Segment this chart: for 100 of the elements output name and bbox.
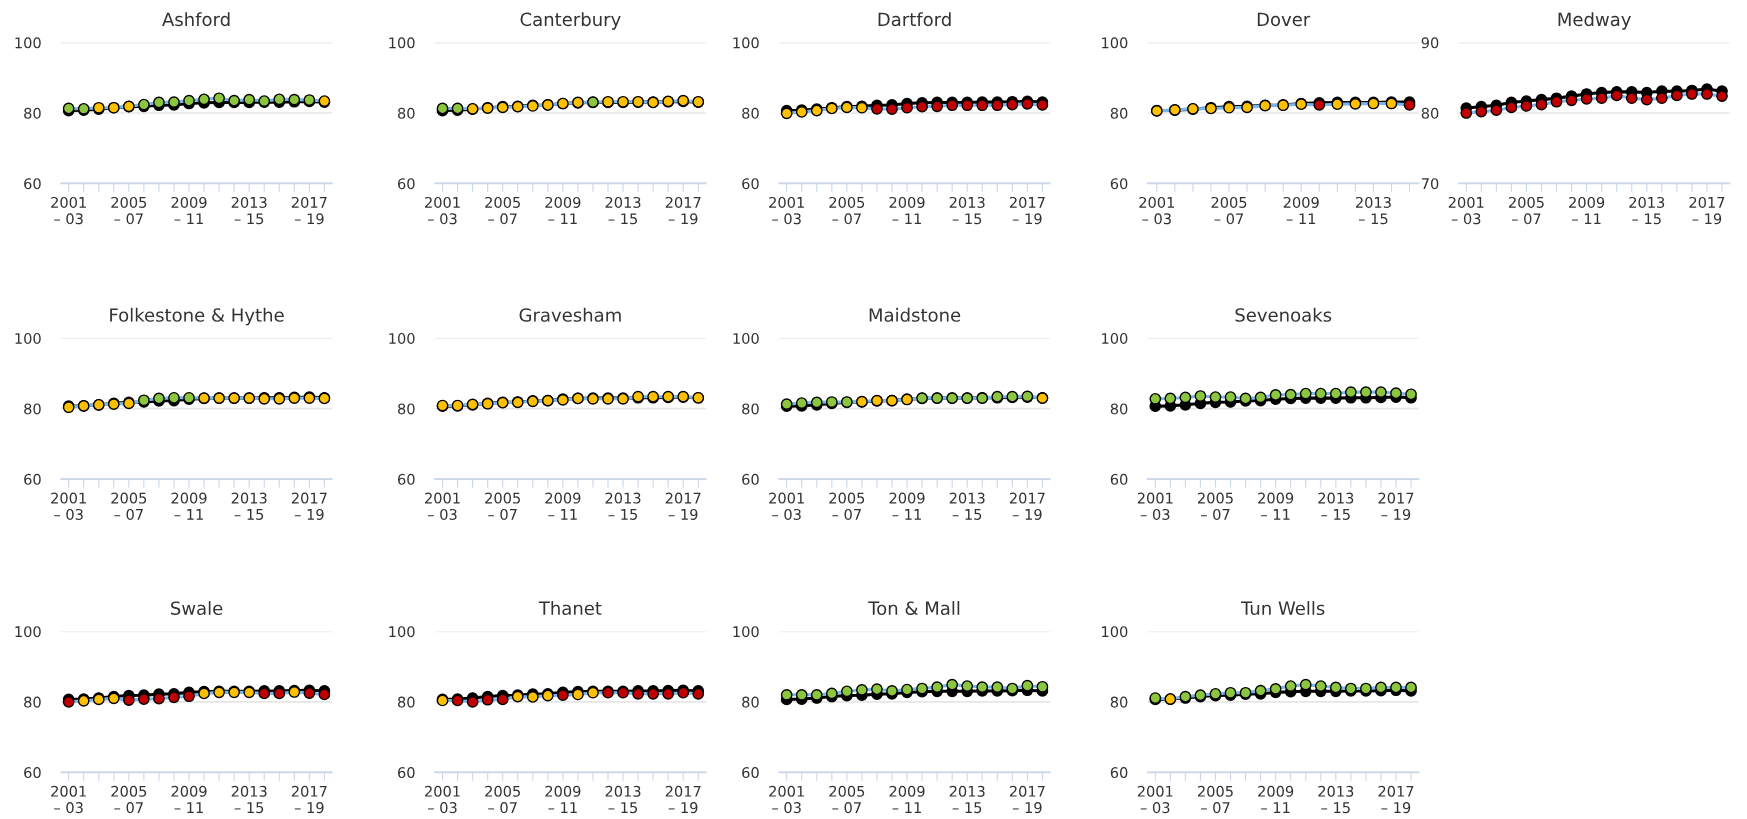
x-tick-label: 2013 – 15 xyxy=(949,492,985,520)
x-tick-label: 2005 – 07 xyxy=(1197,785,1233,814)
x-tick-label: 2013 – 15 xyxy=(1318,492,1354,520)
x-tick-label: 2013 – 15 xyxy=(1629,196,1665,225)
chart-title: Sevenoaks xyxy=(1235,307,1332,322)
chart-title: Dover xyxy=(1257,12,1311,27)
chart-title: Thanet xyxy=(538,601,602,616)
x-tick-label: 2001 – 03 xyxy=(51,492,86,520)
x-tick-label: 2017 – 19 xyxy=(1378,492,1414,520)
y-tick-label: 60 xyxy=(398,767,415,779)
x-tick-label: 2017 – 19 xyxy=(291,785,327,814)
x-tick-label: 2009 – 11 xyxy=(1569,196,1605,225)
y-tick-label: 100 xyxy=(1102,626,1128,638)
x-tick-label: 2009 – 11 xyxy=(1258,785,1294,813)
y-tick-label: 100 xyxy=(389,332,415,344)
x-tick-label: 2005 – 07 xyxy=(829,785,865,814)
x-tick-label: 2009 – 11 xyxy=(545,492,581,520)
x-tick-label: 2001 – 03 xyxy=(1137,785,1173,814)
x-tick-label: 2013 – 15 xyxy=(1318,785,1354,814)
x-tick-label: 2013 – 15 xyxy=(949,196,985,225)
x-tick-label: 2009 – 11 xyxy=(889,492,925,520)
x-tick-label: 2017 – 19 xyxy=(1009,196,1045,225)
x-tick-label: 2017 – 19 xyxy=(1378,785,1414,814)
x-tick-label: 2005 – 07 xyxy=(829,492,865,520)
x-tick-label: 2009 – 11 xyxy=(545,785,581,813)
x-tick-label: 2005 – 07 xyxy=(111,196,147,225)
x-tick-label: 2017 – 19 xyxy=(1689,196,1725,225)
y-tick-label: 100 xyxy=(389,626,415,638)
x-tick-label: 2013 – 15 xyxy=(231,196,267,225)
y-tick-label: 80 xyxy=(24,107,41,119)
y-tick-label: 100 xyxy=(15,332,41,344)
y-tick-label: 60 xyxy=(742,767,759,779)
x-tick-label: 2005 – 07 xyxy=(485,492,520,520)
x-tick-label: 2013 – 15 xyxy=(949,785,985,814)
y-tick-label: 100 xyxy=(733,37,759,49)
x-tick-label: 2013 – 15 xyxy=(605,785,641,814)
x-tick-label: 2017 – 19 xyxy=(291,492,327,520)
x-tick-label: 2017 – 19 xyxy=(665,492,701,520)
x-tick-label: 2005 – 07 xyxy=(111,785,147,814)
x-tick-label: 2009 – 11 xyxy=(1258,492,1294,520)
chart-title: Tun Wells xyxy=(1240,601,1325,616)
x-tick-label: 2001 – 03 xyxy=(51,196,86,225)
x-tick-label: 2005 – 07 xyxy=(485,196,520,225)
chart-title: Maidstone xyxy=(869,307,961,322)
y-tick-label: 60 xyxy=(1110,473,1128,485)
y-tick-label: 60 xyxy=(24,178,41,190)
x-tick-label: 2009 – 11 xyxy=(171,196,207,225)
x-tick-label: 2001 – 03 xyxy=(51,785,86,814)
x-tick-label: 2005 – 07 xyxy=(1211,196,1247,225)
x-tick-label: 2001 – 03 xyxy=(769,196,804,225)
x-tick-label: 2017 – 19 xyxy=(291,196,327,225)
x-tick-label: 2001 – 03 xyxy=(425,785,460,814)
chart-title: Ashford xyxy=(162,12,230,27)
y-tick-label: 80 xyxy=(1421,107,1439,119)
x-tick-label: 2005 – 07 xyxy=(1197,492,1233,520)
x-tick-label: 2017 – 19 xyxy=(665,196,701,225)
y-tick-label: 60 xyxy=(24,767,41,779)
y-tick-label: 60 xyxy=(742,473,759,485)
y-tick-label: 100 xyxy=(1102,37,1128,49)
y-tick-label: 100 xyxy=(733,626,759,638)
x-tick-label: 2013 – 15 xyxy=(605,196,641,225)
x-tick-label: 2013 – 15 xyxy=(231,492,267,520)
x-tick-label: 2013 – 15 xyxy=(605,492,641,520)
chart-title: Medway xyxy=(1558,12,1631,30)
x-tick-label: 2001 – 03 xyxy=(1137,492,1173,520)
y-tick-label: 100 xyxy=(15,626,41,638)
x-tick-label: 2009 – 11 xyxy=(171,492,207,520)
x-tick-label: 2001 – 03 xyxy=(769,492,804,520)
x-tick-label: 2009 – 11 xyxy=(171,785,207,813)
y-tick-label: 60 xyxy=(1110,767,1128,779)
y-tick-label: 80 xyxy=(742,696,759,708)
x-tick-label: 2001 – 03 xyxy=(425,492,460,520)
y-tick-label: 80 xyxy=(1110,696,1128,708)
x-tick-label: 2009 – 11 xyxy=(889,785,925,813)
x-tick-label: 2017 – 19 xyxy=(1009,785,1045,814)
x-tick-label: 2017 – 19 xyxy=(665,785,701,814)
x-tick-label: 2005 – 07 xyxy=(829,196,865,225)
x-tick-label: 2009 – 11 xyxy=(889,196,925,225)
y-tick-label: 90 xyxy=(1421,37,1439,49)
y-tick-label: 100 xyxy=(733,332,759,344)
x-tick-label: 2009 – 11 xyxy=(545,196,581,225)
x-tick-label: 2009 – 11 xyxy=(1283,196,1319,225)
y-tick-label: 100 xyxy=(389,37,415,49)
y-tick-label: 100 xyxy=(1102,332,1128,344)
y-tick-label: 100 xyxy=(15,37,41,49)
y-tick-label: 80 xyxy=(1110,403,1128,415)
y-tick-label: 80 xyxy=(24,696,41,708)
x-tick-label: 2005 – 07 xyxy=(111,492,147,520)
x-tick-label: 2005 – 07 xyxy=(485,785,520,814)
y-tick-label: 80 xyxy=(397,696,415,708)
y-tick-label: 60 xyxy=(1110,178,1128,190)
y-tick-label: 80 xyxy=(24,403,41,415)
chart-title: Canterbury xyxy=(520,12,621,30)
x-tick-label: 2005 – 07 xyxy=(1508,196,1544,225)
y-tick-label: 60 xyxy=(398,178,415,190)
chart-title: Dartford xyxy=(878,12,951,27)
y-tick-label: 60 xyxy=(398,473,415,485)
y-tick-label: 70 xyxy=(1421,178,1439,190)
y-tick-label: 60 xyxy=(742,178,759,190)
x-tick-label: 2001 – 03 xyxy=(425,196,460,225)
